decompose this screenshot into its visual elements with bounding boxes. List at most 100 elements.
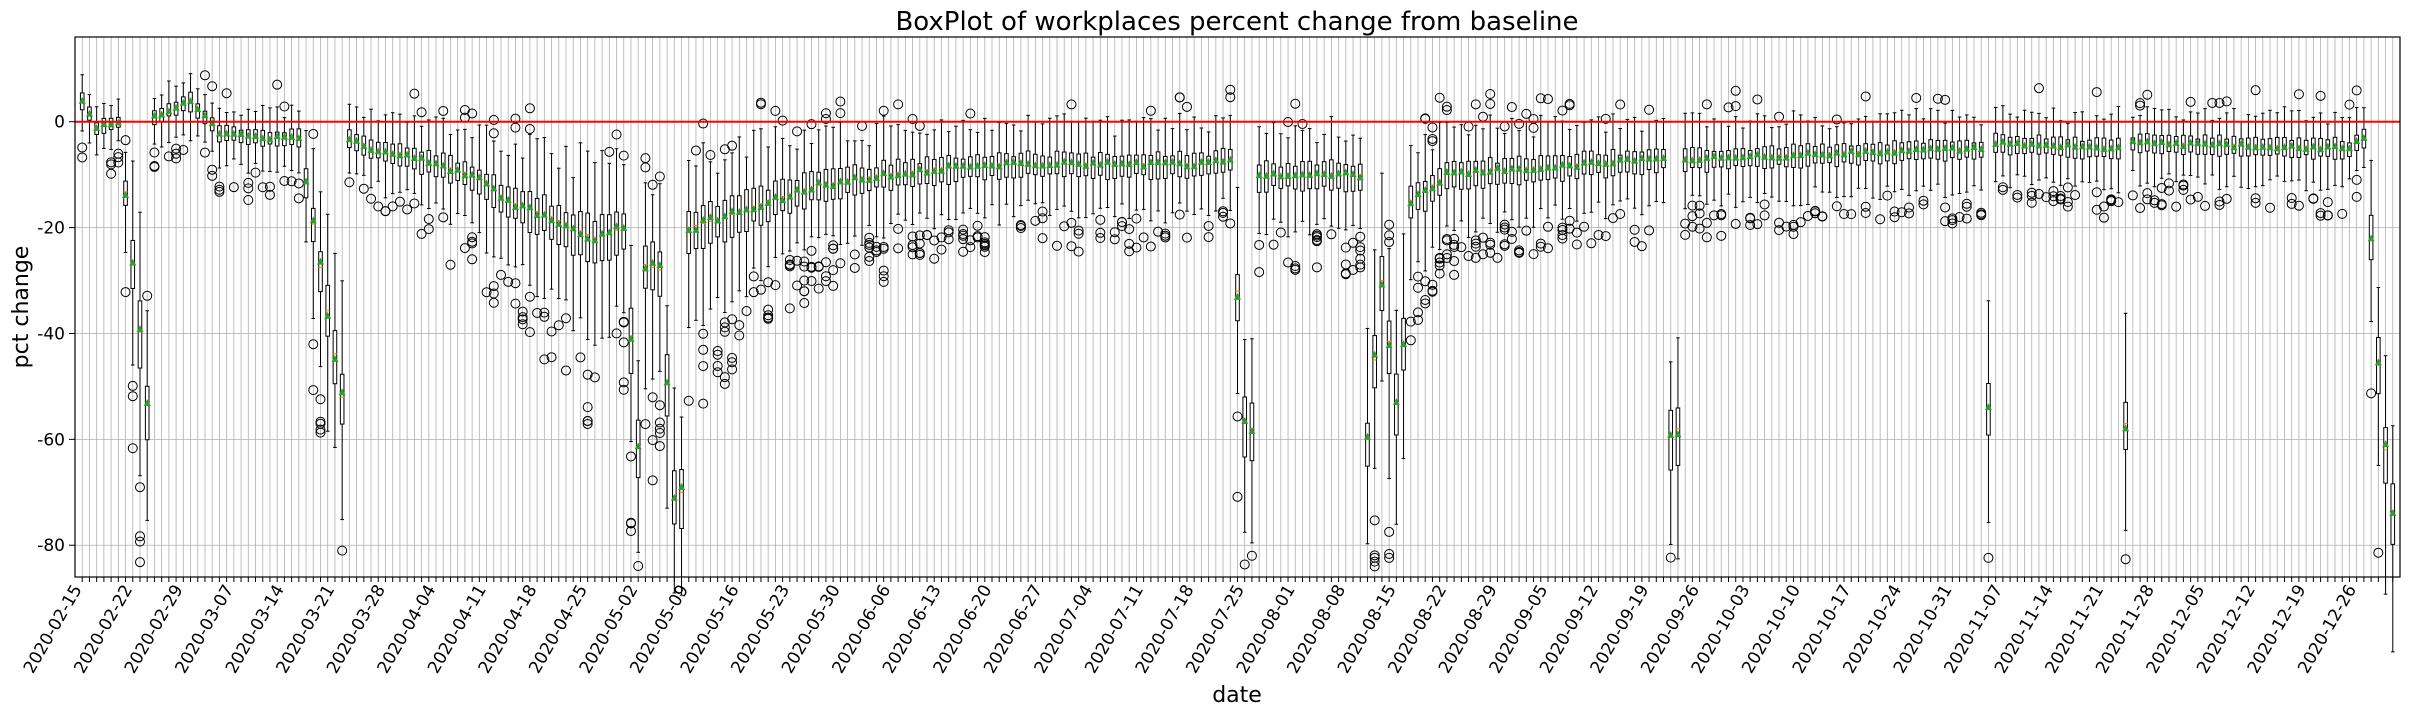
- box: [1586, 119, 1597, 249]
- mean-marker: [1558, 160, 1566, 168]
- outlier-point: [120, 287, 131, 298]
- outlier-point: [734, 320, 745, 331]
- mean-marker: [389, 149, 397, 157]
- mean-marker: [771, 192, 779, 200]
- outlier-point: [618, 317, 629, 328]
- box: [1882, 113, 1893, 201]
- outlier-point: [1542, 243, 1553, 254]
- box-body: [318, 251, 323, 293]
- mean-marker: [1609, 159, 1617, 167]
- box: [647, 179, 658, 486]
- outlier-point: [149, 160, 160, 171]
- box: [575, 142, 586, 363]
- outlier-point: [936, 244, 947, 255]
- outlier-point: [820, 257, 831, 268]
- box: [467, 108, 478, 265]
- box: [2062, 122, 2073, 212]
- outlier-point: [784, 303, 795, 314]
- mean-marker: [1573, 162, 1581, 170]
- box: [510, 113, 521, 309]
- mean-marker: [880, 169, 888, 177]
- outlier-point: [539, 354, 550, 365]
- mean-marker: [2208, 140, 2216, 148]
- mean-marker: [620, 223, 628, 231]
- outlier-point: [2012, 189, 2023, 200]
- outlier-point: [1449, 269, 1460, 280]
- box: [929, 129, 940, 264]
- outlier-point: [524, 103, 535, 114]
- mean-marker: [2187, 138, 2195, 146]
- mean-marker: [93, 123, 101, 131]
- outlier-point: [1997, 184, 2008, 195]
- outlier-point: [2293, 89, 2304, 100]
- outlier-point: [279, 175, 290, 186]
- outlier-point: [1687, 221, 1698, 232]
- outlier-point: [1384, 526, 1395, 537]
- outlier-point: [2214, 97, 2225, 108]
- outlier-point: [2366, 388, 2377, 399]
- outlier-point: [813, 283, 824, 294]
- box-body: [1422, 181, 1428, 212]
- outlier-point: [2171, 201, 2182, 212]
- box: [1427, 122, 1438, 297]
- box: [1218, 117, 1229, 222]
- mean-marker: [1002, 158, 1010, 166]
- box: [988, 129, 996, 206]
- box: [952, 125, 960, 221]
- mean-marker: [1746, 152, 1754, 160]
- box: [1369, 249, 1380, 572]
- outlier-point: [1940, 216, 1951, 227]
- box: [705, 150, 716, 310]
- mean-marker: [1024, 159, 1032, 167]
- outlier-point: [1449, 233, 1460, 244]
- box: [1817, 125, 1828, 222]
- outlier-point: [1311, 262, 1322, 273]
- mean-marker: [706, 213, 714, 221]
- box: [741, 156, 752, 317]
- outlier-point: [2214, 196, 2225, 207]
- box: [2113, 105, 2124, 208]
- box-body: [1090, 156, 1096, 179]
- box: [1976, 124, 1987, 221]
- outlier-point: [1218, 211, 1229, 222]
- mean-marker: [78, 96, 86, 104]
- box: [228, 111, 239, 193]
- mean-marker: [2049, 141, 2057, 149]
- mean-marker: [670, 493, 678, 501]
- outlier-point: [207, 170, 218, 181]
- outlier-point: [936, 232, 947, 243]
- mean-marker: [569, 224, 577, 232]
- outlier-point: [582, 418, 593, 429]
- outlier-point: [1521, 225, 1532, 236]
- outlier-point: [698, 398, 709, 409]
- box: [1089, 120, 1097, 215]
- outlier-point: [820, 276, 831, 287]
- outlier-point: [2293, 200, 2304, 211]
- mean-marker: [598, 229, 606, 237]
- outlier-point: [199, 70, 210, 81]
- mean-marker: [1234, 292, 1241, 300]
- outlier-point: [1535, 241, 1546, 252]
- mean-marker: [1132, 158, 1140, 166]
- box: [445, 134, 456, 270]
- outlier-point: [1860, 207, 1871, 218]
- box: [560, 145, 571, 376]
- mean-marker: [2295, 144, 2303, 152]
- mean-marker: [1551, 163, 1559, 171]
- outlier-point: [1449, 239, 1460, 250]
- mean-marker: [692, 225, 700, 233]
- mean-marker: [1883, 147, 1891, 155]
- outlier-point: [770, 105, 781, 116]
- outlier-point: [1384, 230, 1395, 241]
- outlier-point: [315, 427, 326, 438]
- mean-marker: [1522, 166, 1530, 174]
- outlier-point: [1268, 239, 1279, 250]
- mean-marker: [1876, 149, 1884, 157]
- mean-marker: [273, 131, 281, 139]
- outlier-point: [1745, 212, 1756, 223]
- outlier-point: [1384, 237, 1395, 248]
- y-ticks: 0 -20 -40 -60 -80: [37, 113, 75, 556]
- box: [901, 129, 909, 221]
- outlier-point: [647, 435, 658, 446]
- mean-marker: [1840, 150, 1848, 158]
